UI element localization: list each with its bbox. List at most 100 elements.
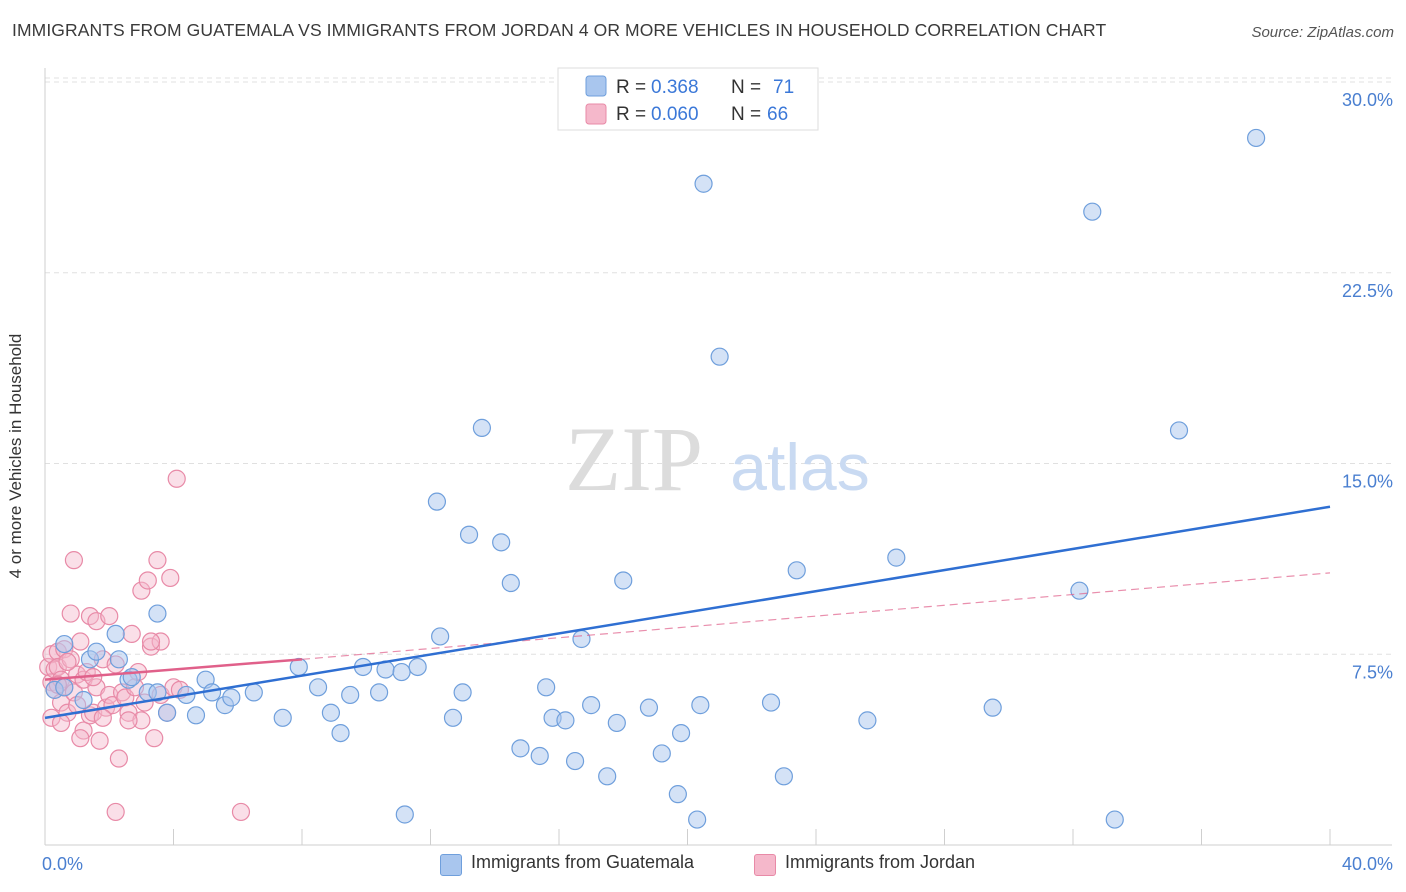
legend-swatch-blue xyxy=(585,75,607,97)
data-point-guatemala xyxy=(694,174,713,193)
legend-r-value-2: 0.060 xyxy=(651,104,699,125)
data-point-jordan xyxy=(71,632,90,651)
data-point-guatemala xyxy=(671,723,691,743)
data-point-guatemala xyxy=(582,696,601,715)
data-point-guatemala xyxy=(652,744,671,763)
data-point-guatemala xyxy=(392,662,411,682)
bottom-legend-swatch-guatemala xyxy=(440,854,462,876)
data-point-jordan xyxy=(141,637,161,656)
data-point-guatemala xyxy=(572,629,591,649)
data-point-guatemala xyxy=(688,810,707,829)
watermark: ZIP atlas xyxy=(565,408,870,510)
data-point-guatemala xyxy=(787,561,806,580)
data-point-jordan xyxy=(145,729,164,748)
data-point-guatemala xyxy=(453,683,472,702)
data-point-jordan xyxy=(61,650,80,669)
legend-n-value-2: 66 xyxy=(767,104,788,125)
data-point-jordan xyxy=(90,731,109,750)
y-tick-label: 15.0% xyxy=(1342,472,1393,492)
data-point-guatemala xyxy=(565,751,585,771)
data-point-guatemala xyxy=(858,711,877,730)
trend-lines xyxy=(44,505,1331,720)
data-point-jordan xyxy=(167,469,186,488)
trend-line-jordan xyxy=(44,658,303,681)
data-point-jordan xyxy=(100,606,119,626)
data-point-jordan xyxy=(122,624,141,644)
data-point-guatemala xyxy=(761,693,781,712)
data-point-guatemala xyxy=(691,696,710,715)
data-point-guatemala xyxy=(431,627,450,646)
data-point-jordan xyxy=(151,632,170,651)
data-point-guatemala xyxy=(598,767,617,786)
data-point-guatemala xyxy=(443,708,463,727)
data-point-jordan xyxy=(93,708,112,727)
data-point-guatemala xyxy=(492,533,511,552)
data-point-guatemala xyxy=(395,805,414,824)
data-point-jordan xyxy=(109,749,128,768)
data-point-guatemala xyxy=(1247,128,1266,148)
data-point-guatemala xyxy=(308,678,328,697)
gridlines xyxy=(45,77,1392,655)
x-tick-label: 0.0% xyxy=(42,854,83,874)
data-point-guatemala xyxy=(530,746,549,766)
data-point-guatemala xyxy=(331,723,350,743)
data-point-guatemala xyxy=(639,698,659,717)
data-point-jordan xyxy=(161,568,180,588)
data-point-jordan xyxy=(106,802,125,822)
data-point-guatemala xyxy=(74,690,93,710)
chart-title: IMMIGRANTS FROM GUATEMALA VS IMMIGRANTS … xyxy=(12,20,1107,40)
watermark-atlas: atlas xyxy=(730,430,869,504)
data-point-guatemala xyxy=(1105,810,1124,829)
legend-r-label-2: R = xyxy=(616,104,646,125)
data-point-guatemala xyxy=(556,711,575,730)
bottom-legend-swatch-jordan xyxy=(754,854,776,876)
y-tick-label: 22.5% xyxy=(1342,281,1393,301)
y-tick-labels: 7.5% 15.0% 22.5% 30.0% xyxy=(1342,90,1393,682)
bottom-legend-guatemala: Immigrants from Guatemala xyxy=(471,852,695,872)
data-point-guatemala xyxy=(87,642,106,661)
data-point-guatemala xyxy=(459,525,479,544)
data-point-guatemala xyxy=(1169,421,1189,440)
data-point-jordan xyxy=(231,802,251,822)
data-point-guatemala xyxy=(607,713,626,733)
data-point-guatemala xyxy=(157,703,177,722)
data-point-guatemala xyxy=(408,657,427,677)
data-point-guatemala xyxy=(186,706,206,725)
data-point-jordan xyxy=(119,711,138,730)
data-point-jordan xyxy=(141,632,161,651)
trend-line-jordan-dashed xyxy=(301,572,1331,660)
data-point-guatemala xyxy=(472,418,491,437)
data-point-guatemala xyxy=(148,604,167,623)
data-point-guatemala xyxy=(614,571,633,590)
data-point-guatemala xyxy=(983,698,1002,717)
data-point-jordan xyxy=(64,551,84,570)
trend-line-guatemala xyxy=(44,505,1331,720)
legend-r-value-1: 0.368 xyxy=(651,77,699,98)
watermark-zip: ZIP xyxy=(565,408,703,510)
data-point-guatemala xyxy=(55,678,74,697)
data-point-jordan xyxy=(71,729,90,748)
data-point-guatemala xyxy=(341,685,360,705)
data-point-guatemala xyxy=(427,492,447,511)
data-point-guatemala xyxy=(668,785,687,804)
data-point-guatemala xyxy=(537,678,556,697)
legend-swatch-pink xyxy=(585,103,607,125)
data-point-jordan xyxy=(58,652,77,671)
data-point-guatemala xyxy=(501,573,520,593)
data-point-guatemala xyxy=(106,624,125,644)
data-point-jordan xyxy=(61,604,80,623)
data-point-guatemala xyxy=(55,634,74,654)
data-point-guatemala xyxy=(370,683,389,702)
legend-n-value-1: 71 xyxy=(773,77,794,98)
legend-n-label-2: N = xyxy=(731,104,761,125)
series-guatemala-points xyxy=(45,128,1266,829)
x-tick-labels: 0.0% 40.0% xyxy=(42,854,1393,874)
axes xyxy=(44,68,1392,846)
x-tick-label: 40.0% xyxy=(1342,854,1393,874)
source-credit: Source: ZipAtlas.com xyxy=(1251,24,1394,41)
data-point-guatemala xyxy=(887,548,906,567)
y-tick-label: 30.0% xyxy=(1342,90,1393,110)
data-point-guatemala xyxy=(710,347,729,366)
data-point-guatemala xyxy=(148,683,167,702)
